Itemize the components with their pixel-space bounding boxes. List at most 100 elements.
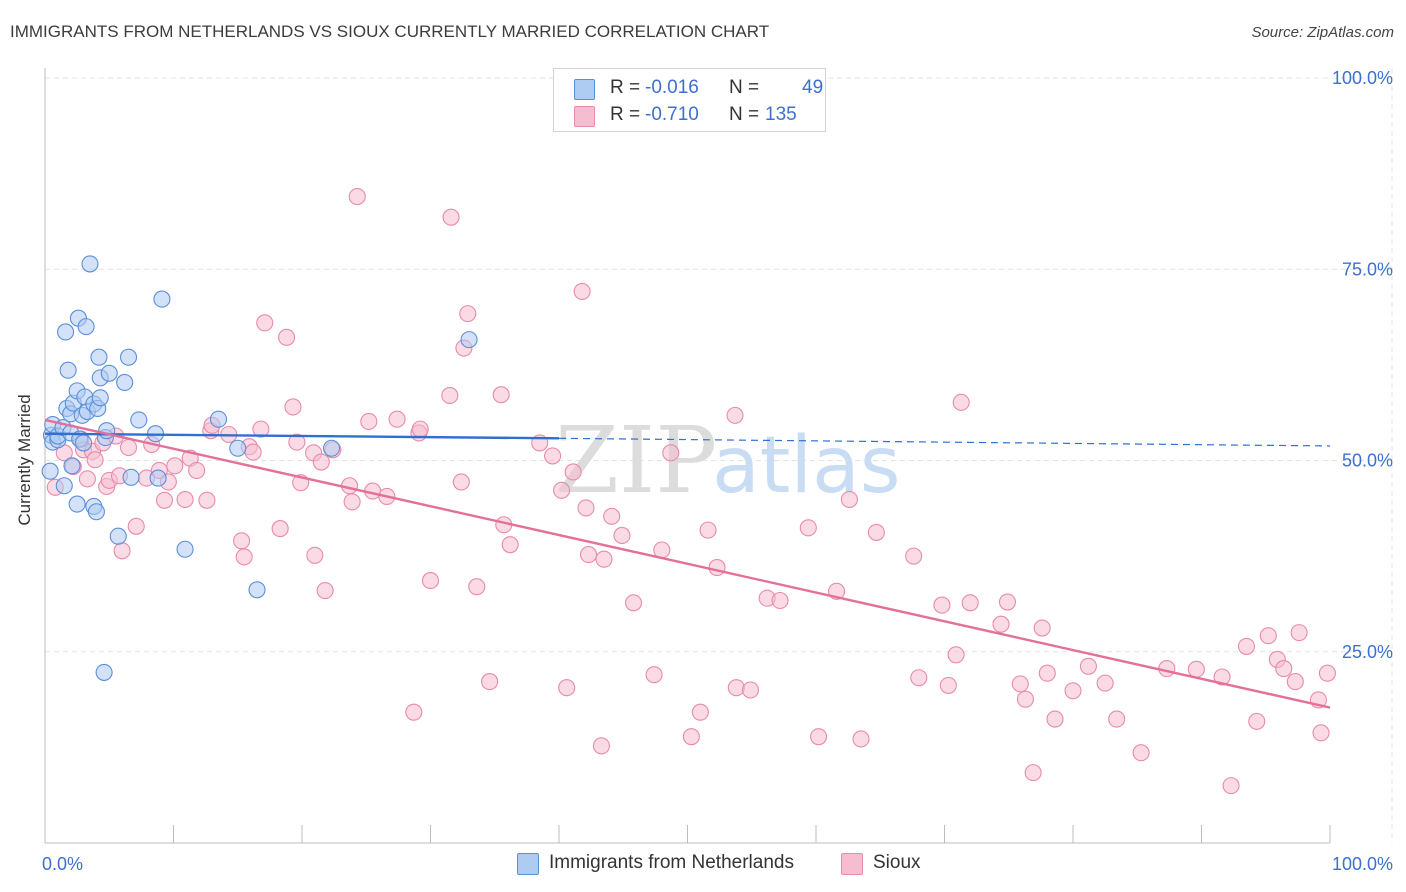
sioux-point — [603, 507, 621, 525]
sioux-point — [726, 406, 744, 424]
trend-lines — [44, 418, 1331, 709]
netherlands-point — [77, 318, 95, 336]
sioux-point — [233, 532, 251, 550]
netherlands-point — [95, 663, 113, 681]
axes — [44, 68, 1331, 844]
sioux-point — [691, 703, 709, 721]
netherlands-point — [323, 439, 341, 457]
netherlands-point — [130, 411, 148, 429]
sioux-point — [113, 542, 131, 560]
sioux-point — [360, 412, 378, 431]
sioux-point — [840, 490, 858, 509]
netherlands-point — [209, 410, 228, 428]
netherlands-point — [59, 361, 77, 379]
sioux-point — [580, 546, 598, 564]
legend-n-label: N = — [729, 77, 760, 98]
sioux-point — [952, 393, 970, 411]
netherlands-point — [68, 495, 86, 513]
sioux-point — [459, 305, 477, 323]
y-tick-label: 50.0% — [1342, 451, 1393, 471]
legend-swatch-sioux — [574, 106, 595, 127]
sioux-point — [442, 208, 460, 226]
bottom-legend-label-sioux: Sioux — [873, 852, 921, 873]
sioux-point — [905, 547, 923, 565]
gridlines — [45, 68, 1393, 843]
sioux-point — [348, 188, 366, 206]
netherlands-point — [229, 439, 247, 457]
sioux-point — [799, 519, 817, 537]
legend-r-label: R = — [610, 77, 641, 98]
sioux-point — [1312, 724, 1330, 742]
sioux-point — [1108, 710, 1126, 728]
netherlands-point — [116, 373, 134, 392]
sioux-point — [573, 282, 591, 300]
source-label: Source: ZipAtlas.com — [1251, 24, 1394, 41]
sioux-point — [155, 491, 174, 509]
sioux-point — [1158, 660, 1176, 678]
sioux-point — [86, 451, 104, 469]
netherlands-point — [119, 348, 138, 366]
sioux-point — [411, 420, 429, 438]
legend-swatch-netherlands — [574, 79, 595, 100]
watermark-zip: ZIP — [555, 407, 717, 514]
bottom-legend-swatch-netherlands — [517, 853, 539, 875]
sioux-point — [1286, 673, 1304, 691]
sioux-point — [441, 386, 459, 405]
sioux-point — [595, 550, 613, 568]
sioux-point — [933, 596, 951, 614]
sioux-point — [910, 669, 928, 687]
sioux-point — [284, 398, 302, 416]
sioux-point — [198, 491, 216, 509]
netherlands-point — [122, 468, 140, 486]
sioux-point — [708, 559, 726, 577]
sioux-point — [176, 490, 194, 509]
netherlands-point — [100, 364, 118, 382]
sioux-point — [343, 493, 361, 511]
netherlands-point — [176, 540, 194, 558]
sioux-point — [1187, 660, 1205, 678]
sioux-point — [682, 728, 700, 746]
y-tick-label: 25.0% — [1342, 642, 1393, 662]
sioux-point — [558, 679, 576, 697]
sioux-point — [771, 591, 789, 610]
netherlands-point — [55, 477, 73, 495]
sioux-point — [421, 572, 440, 590]
correlation-legend: R = -0.016 N = 49 R = -0.710 N = 135 — [553, 68, 826, 132]
sioux-point — [244, 443, 262, 461]
sioux-point — [867, 523, 885, 541]
sioux-point — [699, 521, 717, 539]
netherlands-point — [149, 469, 167, 487]
x-tick-label: 0.0% — [42, 854, 83, 874]
sioux-point — [564, 463, 582, 481]
sioux-point — [1046, 710, 1064, 728]
sioux-point — [316, 581, 334, 600]
sioux-point — [405, 703, 423, 721]
legend-n-label: N = — [729, 104, 760, 125]
netherlands-point — [81, 255, 99, 273]
sioux-point — [1096, 674, 1114, 692]
sioux-point — [998, 593, 1017, 611]
netherlands-point — [63, 457, 81, 475]
sioux-point — [78, 470, 96, 488]
sioux-point — [662, 444, 680, 462]
sioux-point — [992, 615, 1010, 633]
sioux-point — [613, 526, 631, 545]
netherlands-point — [460, 331, 478, 349]
sioux-point — [1132, 744, 1150, 762]
sioux-point — [577, 499, 595, 517]
sioux-point — [452, 473, 470, 491]
sioux-point — [852, 730, 870, 748]
sioux-point — [256, 314, 274, 332]
sioux-point — [288, 433, 306, 451]
netherlands-point — [153, 290, 171, 308]
netherlands-point — [98, 422, 116, 440]
y-tick-label: 75.0% — [1342, 259, 1393, 279]
sioux-point — [1259, 627, 1277, 645]
sioux-point — [235, 548, 253, 566]
sioux-point — [1213, 668, 1231, 686]
sioux-point — [468, 578, 486, 596]
netherlands-point — [91, 389, 109, 407]
sioux-point — [1011, 675, 1029, 693]
sioux-point — [741, 681, 760, 699]
sioux-point — [1248, 712, 1266, 730]
